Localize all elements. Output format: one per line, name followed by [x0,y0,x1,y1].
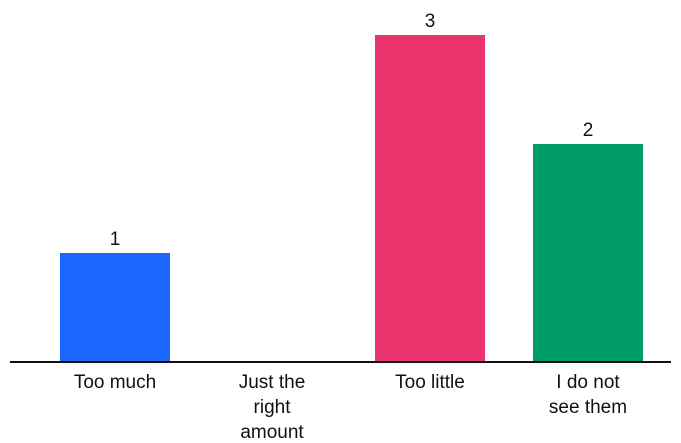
category-label-line: Too much [74,372,156,393]
category-labels-group: Too much Just the right amount Too little I d… [74,372,627,443]
category-label-line: see them [549,397,627,418]
category-label-line: amount [240,422,304,443]
category-label-1: Too much [74,372,156,393]
category-label-2: Just the right amount [239,372,306,443]
bar-3 [375,35,485,362]
bar-4 [533,144,643,362]
category-label-line: Just the [239,372,306,393]
category-label-4: I do not see them [549,372,627,418]
value-label-3: 3 [425,11,436,32]
category-label-line: I do not [556,372,620,393]
bars-group [60,35,643,362]
bar-1 [60,253,170,362]
value-labels-group: 1 3 2 [110,11,594,250]
category-label-3: Too little [395,372,465,393]
category-label-line: Too little [395,372,465,393]
value-label-1: 1 [110,229,121,250]
value-label-4: 2 [583,120,594,141]
category-label-line: right [254,397,292,418]
